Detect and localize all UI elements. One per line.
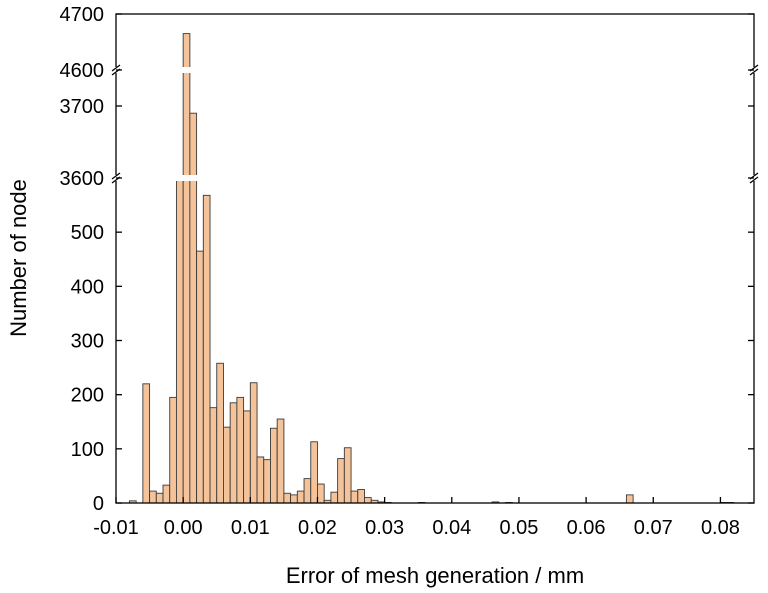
x-tick-label: 0.03 <box>365 517 404 539</box>
y-tick-label: 300 <box>71 331 104 353</box>
x-tick-label: -0.01 <box>93 517 139 539</box>
y-tick-label: 3600 <box>60 168 105 190</box>
x-tick-label: 0.04 <box>432 517 471 539</box>
histogram-bar <box>162 484 171 504</box>
histogram-bar <box>343 447 352 504</box>
histogram-bar <box>337 458 345 504</box>
x-tick-label: 0.07 <box>634 517 673 539</box>
y-tick-label: 0 <box>93 493 104 515</box>
histogram-bar <box>182 33 191 504</box>
histogram-bar <box>625 494 634 504</box>
axis-break-gap <box>118 67 752 73</box>
histogram-bar <box>229 402 238 504</box>
axis-break-mark <box>111 172 121 180</box>
x-tick-label: 0.05 <box>499 517 538 539</box>
histogram-bar <box>189 112 198 504</box>
histogram-bar <box>283 492 292 504</box>
y-tick-label: 200 <box>71 385 104 407</box>
y-tick-label: 100 <box>71 439 104 461</box>
x-tick-label: 0.06 <box>567 517 606 539</box>
x-tick-label: 0.01 <box>231 517 270 539</box>
histogram-bar <box>149 490 157 504</box>
histogram-bar <box>243 410 251 504</box>
axis-break-mark <box>749 68 759 76</box>
axis-break-mark <box>111 64 121 72</box>
histogram-bar <box>256 456 265 504</box>
histogram-bar <box>263 459 271 504</box>
histogram-bar <box>310 441 318 504</box>
histogram-bar <box>175 177 184 504</box>
histogram-bar <box>169 396 177 504</box>
histogram-bar <box>209 407 218 504</box>
x-tick-label: 0.02 <box>298 517 337 539</box>
y-axis-label: Number of node <box>6 179 31 337</box>
histogram-bar <box>249 382 258 504</box>
y-tick-label: 500 <box>71 222 104 244</box>
histogram-bar <box>276 418 285 504</box>
histogram-bar <box>317 483 325 504</box>
ticks-layer: 0 100 200 300 400 500 3600 3700 4600 4700 -0.01 0.0… <box>60 4 759 539</box>
histogram-bar <box>142 383 151 504</box>
histogram-bar <box>303 478 312 504</box>
y-tick-label: 4600 <box>60 60 105 82</box>
bars-layer <box>128 33 735 504</box>
histogram-bar <box>350 490 359 504</box>
plot-frame <box>115 13 755 504</box>
x-tick-label: 0.08 <box>701 517 740 539</box>
histogram-bar <box>236 396 245 504</box>
histogram-bar <box>202 194 211 504</box>
histogram-bar <box>364 497 372 504</box>
x-tick-label: 0.00 <box>164 517 203 539</box>
histogram-bar <box>196 250 204 504</box>
histogram-bar <box>357 489 365 504</box>
histogram-bar <box>330 491 339 504</box>
y-tick-label: 3700 <box>60 96 105 118</box>
histogram-bar <box>222 426 231 504</box>
y-tick-label: 4700 <box>60 4 105 26</box>
histogram-bar <box>296 490 305 504</box>
x-axis-label: Error of mesh generation / mm <box>286 563 584 588</box>
histogram-bar <box>216 362 224 504</box>
histogram-bar <box>270 427 278 504</box>
histogram-bar <box>290 494 298 504</box>
y-tick-label: 400 <box>71 276 104 298</box>
axis-break-gap <box>118 175 752 181</box>
axis-break-mark <box>749 176 759 184</box>
axis-breaks <box>118 67 752 181</box>
histogram-bar <box>155 492 164 504</box>
